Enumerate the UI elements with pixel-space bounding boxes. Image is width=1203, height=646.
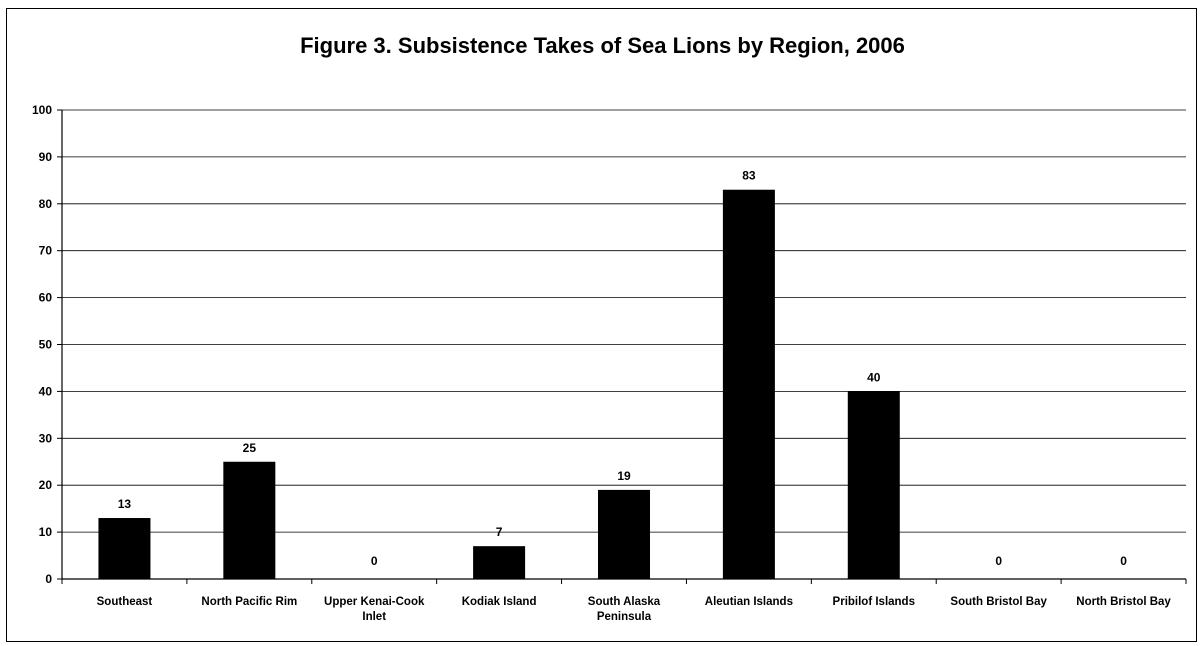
bar bbox=[847, 391, 900, 579]
x-category-label: Pribilof Islands bbox=[833, 596, 915, 608]
y-tick-label: 50 bbox=[39, 338, 53, 352]
y-tick-label: 80 bbox=[39, 197, 53, 211]
data-label: 13 bbox=[118, 497, 132, 511]
y-tick-label: 70 bbox=[39, 244, 53, 258]
x-category-label: South Alaska bbox=[588, 596, 661, 608]
x-category-label: Peninsula bbox=[597, 611, 652, 623]
x-category-label: Kodiak Island bbox=[462, 596, 537, 608]
bar bbox=[722, 189, 775, 580]
y-tick-label: 10 bbox=[39, 525, 53, 539]
y-tick-label: 90 bbox=[39, 150, 53, 164]
y-tick-label: 40 bbox=[39, 384, 53, 398]
data-label: 19 bbox=[617, 469, 631, 483]
bar bbox=[598, 489, 650, 579]
x-category-label: Inlet bbox=[362, 611, 386, 623]
chart-title: Figure 3. Subsistence Takes of Sea Lions… bbox=[300, 33, 905, 58]
bar bbox=[223, 461, 276, 579]
x-category-label: North Bristol Bay bbox=[1076, 596, 1171, 608]
data-label: 25 bbox=[243, 441, 257, 455]
data-label: 0 bbox=[371, 554, 378, 568]
bar bbox=[473, 546, 526, 579]
data-label: 83 bbox=[742, 169, 756, 183]
y-tick-label: 30 bbox=[39, 431, 53, 445]
data-label: 7 bbox=[496, 525, 503, 539]
x-category-label: Upper Kenai-Cook bbox=[324, 596, 425, 608]
data-label: 0 bbox=[1120, 554, 1127, 568]
data-label: 0 bbox=[995, 554, 1002, 568]
x-category-label: Southeast bbox=[97, 596, 153, 608]
x-category-label: Aleutian Islands bbox=[705, 596, 793, 608]
y-tick-label: 0 bbox=[45, 572, 52, 586]
y-tick-label: 20 bbox=[39, 478, 53, 492]
x-category-label: South Bristol Bay bbox=[950, 596, 1047, 608]
y-tick-label: 100 bbox=[32, 103, 52, 117]
y-tick-label: 60 bbox=[39, 291, 53, 305]
bar bbox=[98, 518, 151, 579]
x-category-label: North Pacific Rim bbox=[201, 596, 297, 608]
data-label: 40 bbox=[867, 370, 881, 384]
